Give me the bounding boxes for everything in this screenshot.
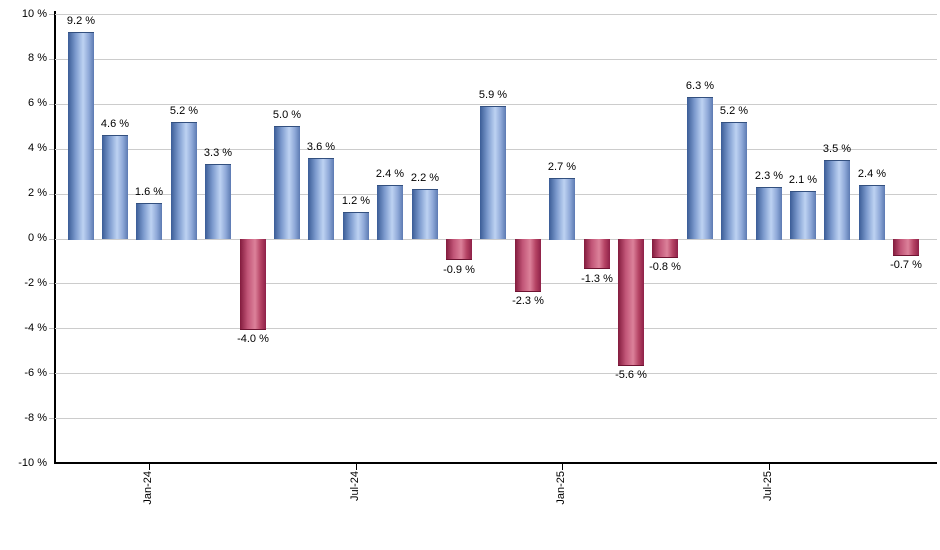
bar-value-label: -0.7 %	[890, 259, 922, 271]
bar-value-label: 1.2 %	[341, 195, 371, 207]
gridline	[55, 373, 937, 374]
bar-value-label: 1.6 %	[134, 186, 164, 198]
y-axis-tick	[49, 418, 54, 419]
bar-value-label: 2.2 %	[410, 172, 440, 184]
bar-value-label: 3.5 %	[822, 143, 852, 155]
bar-positive	[721, 122, 747, 240]
y-axis-tick	[49, 328, 54, 329]
bar-value-label: 3.6 %	[306, 141, 336, 153]
bar-positive	[136, 203, 162, 240]
gridline	[55, 418, 937, 419]
bar-value-label: 3.3 %	[203, 147, 233, 159]
x-axis-line	[54, 462, 937, 464]
bar-value-label: -5.6 %	[615, 369, 647, 381]
bar-negative	[618, 239, 644, 366]
y-axis-label: 2 %	[28, 187, 47, 199]
x-axis-label: Jul-24	[349, 471, 363, 531]
bar-value-label: -0.9 %	[443, 264, 475, 276]
y-axis-label: -10 %	[18, 457, 47, 469]
y-axis-label: -6 %	[24, 367, 47, 379]
bar-negative	[515, 239, 541, 292]
bar-negative	[652, 239, 678, 258]
y-axis-tick	[49, 239, 54, 240]
bar-positive	[549, 178, 575, 240]
bar-negative	[584, 239, 610, 269]
x-axis-tick	[562, 464, 563, 470]
bar-value-label: 4.6 %	[100, 118, 130, 130]
y-axis-tick	[49, 14, 54, 15]
x-axis-label-text: Jan-25	[555, 471, 567, 505]
y-axis-label: -8 %	[24, 412, 47, 424]
bar-value-label: 6.3 %	[685, 80, 715, 92]
y-axis-tick	[49, 373, 54, 374]
y-axis-tick	[49, 104, 54, 105]
y-axis-label: 6 %	[28, 97, 47, 109]
x-axis-label: Jan-24	[142, 471, 156, 531]
bar-value-label: 5.0 %	[272, 109, 302, 121]
y-axis-tick	[49, 283, 54, 284]
y-axis-label: -4 %	[24, 322, 47, 334]
x-axis-label-text: Jul-24	[349, 471, 361, 501]
y-axis-label: 4 %	[28, 142, 47, 154]
x-axis-tick	[769, 464, 770, 470]
bar-value-label: -2.3 %	[512, 295, 544, 307]
bar-positive	[68, 32, 94, 240]
bar-value-label: -1.3 %	[581, 273, 613, 285]
bar-value-label: 2.3 %	[754, 170, 784, 182]
bar-negative	[893, 239, 919, 256]
bar-positive	[377, 185, 403, 240]
gridline	[55, 328, 937, 329]
bar-positive	[687, 97, 713, 239]
bar-positive	[756, 187, 782, 240]
y-axis-label: 8 %	[28, 52, 47, 64]
bar-positive	[824, 160, 850, 240]
bar-value-label: 2.7 %	[547, 161, 577, 173]
bar-positive	[859, 185, 885, 240]
x-axis-label-text: Jul-25	[762, 471, 774, 501]
gridline	[55, 104, 937, 105]
gridline	[55, 239, 937, 240]
gridline	[55, 59, 937, 60]
bar-value-label: 5.9 %	[478, 89, 508, 101]
bar-value-label: 9.2 %	[66, 15, 96, 27]
y-axis-label: -2 %	[24, 277, 47, 289]
y-axis-tick	[49, 149, 54, 150]
y-axis-tick	[49, 194, 54, 195]
bar-negative	[240, 239, 266, 330]
bar-positive	[412, 189, 438, 239]
bar-positive	[343, 212, 369, 240]
y-axis-label: 10 %	[21, 8, 47, 20]
bar-value-label: -0.8 %	[649, 261, 681, 273]
y-axis-line	[54, 11, 56, 463]
bar-value-label: 5.2 %	[719, 105, 749, 117]
bar-positive	[205, 164, 231, 239]
bar-positive	[102, 135, 128, 239]
x-axis-label: Jan-25	[555, 471, 569, 531]
bar-value-label: 2.1 %	[788, 174, 818, 186]
bar-positive	[308, 158, 334, 240]
x-axis-tick	[356, 464, 357, 470]
bar-negative	[446, 239, 472, 260]
x-axis-tick	[149, 464, 150, 470]
bar-positive	[480, 106, 506, 239]
x-axis-label: Jul-25	[762, 471, 776, 531]
gridline	[55, 283, 937, 284]
bar-value-label: 2.4 %	[857, 168, 887, 180]
bar-positive	[790, 191, 816, 239]
x-axis-label-text: Jan-24	[142, 471, 154, 505]
y-axis-label: 0 %	[28, 232, 47, 244]
bar-value-label: -4.0 %	[237, 333, 269, 345]
y-axis-tick	[49, 59, 54, 60]
bar-positive	[171, 122, 197, 240]
gridline	[55, 14, 937, 15]
bar-value-label: 2.4 %	[375, 168, 405, 180]
bar-positive	[274, 126, 300, 239]
bar-value-label: 5.2 %	[169, 105, 199, 117]
